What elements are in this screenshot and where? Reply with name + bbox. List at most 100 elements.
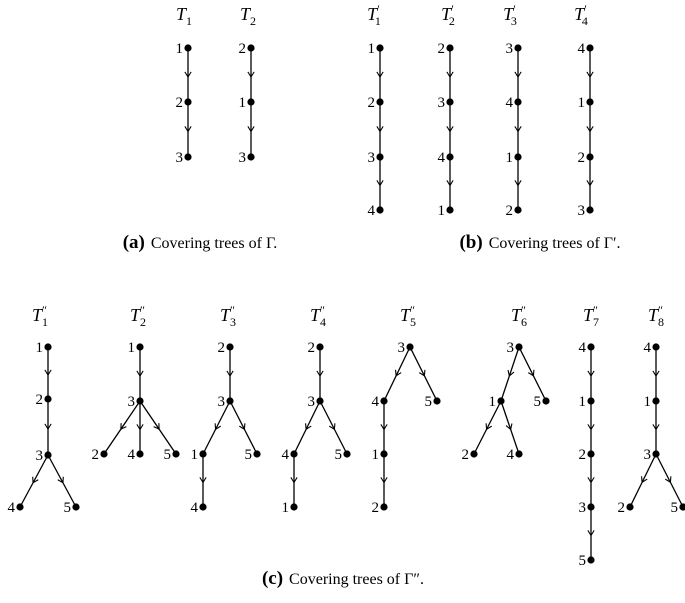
tree-edge [319,400,348,455]
tree-node [184,153,192,161]
node-label: 3 [36,448,44,464]
tree-node [406,343,414,351]
tree-node [199,450,207,458]
edge-arrow [514,71,522,79]
edge-arrow [587,477,595,484]
tree-node [679,503,685,511]
node-label: 1 [372,447,380,463]
edge-arrow [57,476,64,484]
node-label: 2 [462,447,470,463]
tree-node [136,397,144,405]
edge-arrow [587,424,595,431]
tree-node [514,206,522,214]
edge-arrow [247,126,255,133]
edge-arrow [652,424,660,431]
edge-arrow [446,71,454,79]
tree-b-1: T′ 1 1 2 3 4 [367,2,384,219]
node-label: 3 [644,447,652,463]
edge-arrow [184,126,192,133]
edge-arrow [586,180,594,187]
tree-node [586,44,594,52]
tree-node [433,397,441,405]
edge-arrow [376,126,384,133]
tree-a-2: T2 2 1 3 [239,4,257,166]
node-label: 4 [507,447,515,463]
tree-node [376,206,384,214]
edge-arrow [528,369,535,377]
node-label: 5 [671,500,679,516]
edge-arrow [587,530,595,537]
tree-c-3: T″ 3 2 3 1 5 4 [191,303,261,516]
tree-node [226,343,234,351]
tree-title: T1 [176,4,192,28]
tree-node [514,153,522,161]
tree-node [587,397,595,405]
node-label: 1 [644,394,652,410]
tree-edge [518,346,547,402]
edge-arrow [290,477,298,484]
node-label: 4 [128,447,136,463]
tree-node [226,397,234,405]
edge-arrow [665,476,672,484]
tree-edge [103,400,141,455]
tree-edge [500,400,520,455]
node-label: 4 [191,500,199,516]
edge-arrow [199,477,207,484]
node-label: 4 [368,203,376,219]
tree-node [587,556,595,564]
node-label: 3 [578,203,586,219]
node-label: 4 [644,340,652,356]
node-label: 2 [176,95,184,111]
node-label: 2 [308,340,316,356]
node-label: 1 [489,394,497,410]
node-label: 5 [579,553,587,569]
tree-title: T″ 3 [220,303,236,329]
tree-node [497,397,505,405]
tree-a-1: T1 1 2 3 [176,4,193,166]
edge-arrow [514,180,522,187]
tree-node [16,503,24,511]
edge-arrow [586,71,594,79]
edge-arrow [214,423,221,431]
panel-caption: (a) Covering trees of Γ. [123,232,278,253]
tree-edge [293,400,321,455]
node-label: 5 [64,500,72,516]
tree-node [586,98,594,106]
tree-node [586,153,594,161]
edge-arrow [446,180,454,187]
node-label: 2 [579,447,587,463]
edge-arrow [184,71,192,79]
node-label: 2 [239,41,247,57]
tree-node [515,450,523,458]
node-label: 4 [578,41,586,57]
tree-node [652,450,660,458]
node-label: 4 [506,95,514,111]
tree-node [446,98,454,106]
node-label: 3 [239,150,247,166]
node-label: 1 [506,150,514,166]
tree-node [44,451,52,459]
node-label: 1 [191,447,199,463]
tree-c-6: T″ 6 3 1 5 2 4 [462,303,550,463]
tree-node [652,397,660,405]
edge-arrow [32,476,39,484]
tree-node [316,397,324,405]
tree-edge [500,346,520,402]
node-label: 3 [176,150,184,166]
tree-node [247,44,255,52]
tree-edge [629,453,657,508]
node-label: 1 [128,340,136,356]
node-label: 5 [164,447,172,463]
edge-arrow [44,369,52,377]
tree-edge [383,346,411,402]
edge-arrow [586,126,594,133]
tree-node [290,450,298,458]
node-label: 3 [507,340,515,356]
panel-caption: (b) Covering trees of Γ′. [459,232,620,253]
tree-node [72,503,80,511]
tree-edge [229,400,258,455]
node-label: 4 [579,340,587,356]
tree-node [253,450,261,458]
edge-arrow [153,423,160,431]
edge-arrow [485,423,492,431]
